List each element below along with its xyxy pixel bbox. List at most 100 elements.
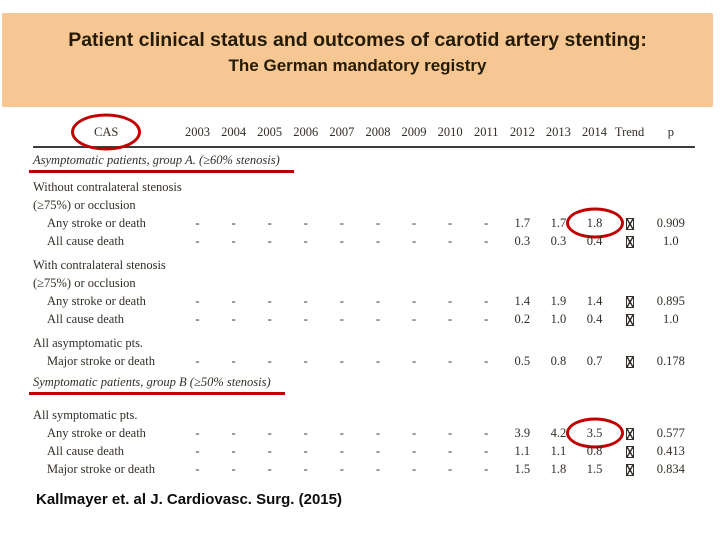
value-cell: 3.9 <box>504 424 540 442</box>
value-cell: 3.5 <box>565 417 624 449</box>
value-text: 1.4 <box>586 293 603 308</box>
value-text: 3.5 <box>586 425 603 440</box>
value-cell: 0.8 <box>540 352 576 370</box>
value-cell: - <box>179 424 215 442</box>
row-label: Without contralateral stenosis <box>33 179 182 194</box>
value-cell: - <box>468 310 504 328</box>
no-data-dash: - <box>411 233 417 248</box>
no-data-dash: - <box>484 311 489 326</box>
column-header: 2008 <box>359 118 396 148</box>
no-data-dash: - <box>231 311 236 326</box>
no-data-dash: - <box>339 311 344 326</box>
no-data-dash: - <box>303 215 308 230</box>
value-cell: 0.3 <box>504 232 540 250</box>
value-text: 1.1 <box>550 443 567 458</box>
column-header: CAS <box>33 113 180 151</box>
value-cell: - <box>432 214 468 232</box>
no-data-dash: - <box>484 353 489 368</box>
value-text: 1.5 <box>586 461 603 476</box>
value-text: 0.7 <box>586 353 603 368</box>
column-header-label: p <box>667 124 674 139</box>
row-label: Any stroke or death <box>47 425 146 440</box>
no-data-dash: - <box>267 311 272 326</box>
value-cell: 0.4 <box>576 310 612 328</box>
no-data-dash: - <box>303 353 308 368</box>
no-data-dash: - <box>195 353 200 368</box>
value-cell: - <box>179 292 215 310</box>
trend-cell <box>613 352 647 370</box>
title-band: Patient clinical status and outcomes of … <box>2 13 713 107</box>
value-cell: - <box>179 460 215 478</box>
value-cell: - <box>179 442 215 460</box>
row-label: Major stroke or death <box>47 461 155 476</box>
value-cell: - <box>468 292 504 310</box>
section-label: Symptomatic patients, group B (≥50% sten… <box>29 375 285 395</box>
no-data-dash: - <box>267 443 272 458</box>
value-cell: 1.5 <box>576 460 612 478</box>
table-row: Major stroke or death - - - - - - - - - 1.5 1.8 1.5 0… <box>33 460 695 478</box>
value-cell: 1.8 <box>565 207 624 239</box>
value-text: 0.5 <box>514 353 531 368</box>
trend-cell <box>613 460 647 478</box>
no-data-dash: - <box>484 425 489 440</box>
value-text: 1.9 <box>550 293 567 308</box>
no-data-dash: - <box>448 353 453 368</box>
no-data-dash: - <box>411 215 417 230</box>
row-label: All cause death <box>47 311 125 326</box>
value-cell: - <box>288 424 324 442</box>
table-row: All cause death - - - - - - - - - 1.1 1.1 0.8 0.413 <box>33 442 695 460</box>
value-cell: - <box>360 442 396 460</box>
value-cell: - <box>252 292 288 310</box>
value-cell: - <box>396 214 432 232</box>
table-row: With contralateral stenosis <box>33 250 695 274</box>
value-cell: - <box>468 232 504 250</box>
no-data-dash: - <box>195 461 200 476</box>
value-cell: 1.9 <box>540 292 576 310</box>
value-cell: - <box>360 424 396 442</box>
value-cell: - <box>432 292 468 310</box>
p-value-cell: 0.895 <box>656 293 685 308</box>
value-cell: - <box>179 310 215 328</box>
no-data-dash: - <box>448 233 453 248</box>
p-value-cell: 0.909 <box>656 215 685 230</box>
value-cell: - <box>324 460 360 478</box>
p-value-cell: 0.178 <box>656 353 685 368</box>
no-data-dash: - <box>231 233 236 248</box>
p-value-cell: 0.577 <box>656 425 685 440</box>
value-cell: - <box>216 424 252 442</box>
value-text: 0.8 <box>586 443 603 458</box>
value-cell: - <box>468 352 504 370</box>
slide-title: Patient clinical status and outcomes of … <box>68 29 647 51</box>
value-text: 1.0 <box>550 311 567 326</box>
trend-glyph-icon <box>625 355 634 368</box>
value-cell: - <box>396 292 432 310</box>
no-data-dash: - <box>303 233 308 248</box>
no-data-dash: - <box>484 233 489 248</box>
value-cell: - <box>324 424 360 442</box>
column-header: 2007 <box>323 118 360 148</box>
no-data-dash: - <box>195 311 200 326</box>
value-cell: 1.1 <box>540 442 576 460</box>
no-data-dash: - <box>448 293 453 308</box>
value-cell: - <box>288 352 324 370</box>
value-cell: 4.2 <box>540 424 576 442</box>
no-data-dash: - <box>195 215 200 230</box>
table-row: Any stroke or death - - - - - - - - - 1.4 1.9 1.4 0.8… <box>33 292 695 310</box>
no-data-dash: - <box>411 311 417 326</box>
trend-cell <box>613 232 647 250</box>
no-data-dash: - <box>375 233 381 248</box>
value-cell: - <box>432 460 468 478</box>
column-header-label: 2004 <box>221 124 247 139</box>
trend-glyph-icon <box>625 235 634 248</box>
no-data-dash: - <box>339 233 344 248</box>
value-cell: 1.0 <box>540 310 576 328</box>
value-cell: 0.7 <box>576 352 612 370</box>
trend-cell <box>613 214 647 232</box>
column-header: 2006 <box>287 118 324 148</box>
value-text: 1.5 <box>514 461 531 476</box>
table-row: (≥75%) or occlusion <box>33 196 695 214</box>
value-text: 1.1 <box>514 443 531 458</box>
column-header-label: 2005 <box>257 124 283 139</box>
no-data-dash: - <box>231 425 236 440</box>
no-data-dash: - <box>375 443 381 458</box>
